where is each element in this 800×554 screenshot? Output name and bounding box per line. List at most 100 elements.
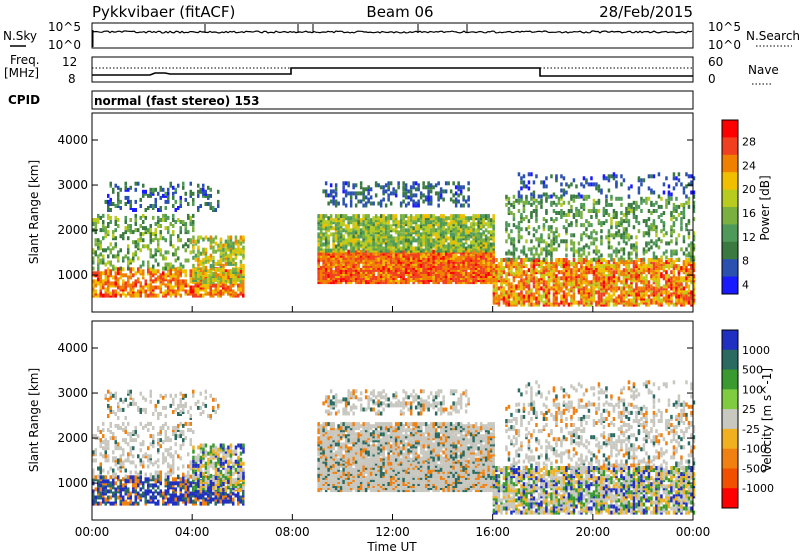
heatmap-cell bbox=[550, 243, 553, 248]
heatmap-cell bbox=[132, 208, 135, 212]
heatmap-cell bbox=[207, 291, 210, 296]
heatmap-cell bbox=[349, 246, 353, 251]
heatmap-cell bbox=[625, 241, 628, 246]
heatmap-cell bbox=[389, 201, 393, 206]
heatmap-cell bbox=[369, 270, 373, 274]
heatmap-cell bbox=[497, 272, 501, 277]
heatmap-cell bbox=[660, 300, 663, 305]
heatmap-cell bbox=[404, 244, 408, 249]
heatmap-cell bbox=[164, 226, 167, 231]
heatmap-cell bbox=[127, 228, 130, 233]
heatmap-cell bbox=[632, 276, 636, 281]
heatmap-cell bbox=[404, 187, 408, 192]
heatmap-cell bbox=[645, 300, 648, 305]
heatmap-cell bbox=[412, 253, 415, 258]
heatmap-cell bbox=[339, 214, 343, 219]
heatmap-cell bbox=[359, 278, 363, 283]
heatmap-cell bbox=[510, 241, 513, 246]
heatmap-cell bbox=[632, 300, 636, 305]
heatmap-cell bbox=[479, 255, 483, 260]
heatmap-cell bbox=[414, 253, 418, 258]
heatmap-cell bbox=[367, 232, 370, 237]
heatmap-cell bbox=[197, 247, 200, 252]
heatmap-cell bbox=[507, 292, 511, 297]
heatmap-cell bbox=[630, 202, 633, 207]
heatmap-cell bbox=[662, 290, 666, 295]
heatmap-cell bbox=[587, 235, 591, 240]
heatmap-cell bbox=[409, 193, 413, 198]
heatmap-cell bbox=[202, 237, 205, 242]
heatmap-cell bbox=[134, 213, 137, 218]
heatmap-cell bbox=[122, 267, 125, 272]
heatmap-cell bbox=[354, 249, 358, 254]
heatmap-cell bbox=[552, 209, 556, 213]
heatmap-cell bbox=[459, 248, 463, 253]
heatmap-cell bbox=[137, 289, 140, 294]
heatmap-cell bbox=[369, 261, 373, 266]
heatmap-cell bbox=[159, 273, 162, 278]
heatmap-cell bbox=[620, 211, 623, 215]
heatmap-cell bbox=[650, 300, 653, 305]
heatmap-cell bbox=[545, 245, 548, 250]
heatmap-cell bbox=[562, 225, 566, 230]
heatmap-cell bbox=[642, 249, 646, 254]
heatmap-cell bbox=[362, 255, 365, 260]
heatmap-cell bbox=[369, 226, 373, 231]
heatmap-cell bbox=[585, 284, 588, 289]
heatmap-cell bbox=[412, 248, 415, 253]
heatmap-cell bbox=[442, 224, 445, 229]
heatmap-cell bbox=[427, 278, 430, 283]
heatmap-cell bbox=[99, 240, 102, 245]
heatmap-cell bbox=[630, 268, 633, 273]
heatmap-cell bbox=[444, 270, 448, 274]
heatmap-cell bbox=[474, 232, 478, 237]
heatmap-cell bbox=[444, 248, 448, 253]
heatmap-cell bbox=[527, 219, 531, 224]
heatmap-cell bbox=[605, 219, 608, 224]
heatmap-cell bbox=[379, 270, 383, 274]
heatmap-cell bbox=[580, 300, 583, 305]
heatmap-cell bbox=[382, 261, 385, 266]
heatmap-cell bbox=[194, 293, 197, 298]
heatmap-cell bbox=[582, 300, 586, 305]
heatmap-cell bbox=[489, 224, 493, 229]
heatmap-cell bbox=[204, 189, 207, 194]
heatmap-cell bbox=[379, 185, 383, 190]
heatmap-cell bbox=[232, 267, 235, 272]
heatmap-cell bbox=[104, 262, 107, 267]
heatmap-cell bbox=[229, 285, 232, 290]
heatmap-cell bbox=[322, 251, 325, 256]
heatmap-cell bbox=[540, 268, 543, 273]
heatmap-cell bbox=[424, 278, 428, 283]
heatmap-cell bbox=[612, 258, 616, 262]
heatmap-cell bbox=[179, 267, 182, 272]
heatmap-cell bbox=[342, 261, 345, 266]
heatmap-cell bbox=[600, 284, 603, 289]
heatmap-cell bbox=[137, 256, 140, 261]
heatmap-cell bbox=[407, 261, 410, 266]
heatmap-cell bbox=[162, 291, 165, 296]
heatmap-cell bbox=[692, 274, 696, 279]
heatmap-cell bbox=[612, 233, 616, 238]
heatmap-cell bbox=[552, 300, 556, 305]
heatmap-cell bbox=[432, 224, 435, 229]
heatmap-cell bbox=[224, 278, 228, 283]
heatmap-cell bbox=[239, 269, 242, 274]
heatmap-cell bbox=[462, 216, 465, 221]
heatmap-cell bbox=[412, 236, 415, 241]
heatmap-cell bbox=[422, 248, 425, 253]
heatmap-cell bbox=[600, 296, 603, 301]
nsearch-label: N.Search bbox=[746, 29, 800, 43]
heatmap-cell bbox=[617, 233, 621, 238]
heatmap-cell bbox=[374, 276, 378, 280]
heatmap-cell bbox=[157, 242, 160, 247]
heatmap-cell bbox=[560, 239, 563, 244]
heatmap-cell bbox=[414, 214, 418, 219]
heatmap-cell bbox=[520, 213, 523, 217]
heatmap-cell bbox=[157, 269, 160, 274]
heatmap-cell bbox=[570, 233, 573, 238]
heatmap-cell bbox=[424, 214, 428, 219]
heatmap-cell bbox=[442, 255, 445, 260]
heatmap-cell bbox=[214, 208, 217, 212]
heatmap-cell bbox=[429, 263, 433, 268]
